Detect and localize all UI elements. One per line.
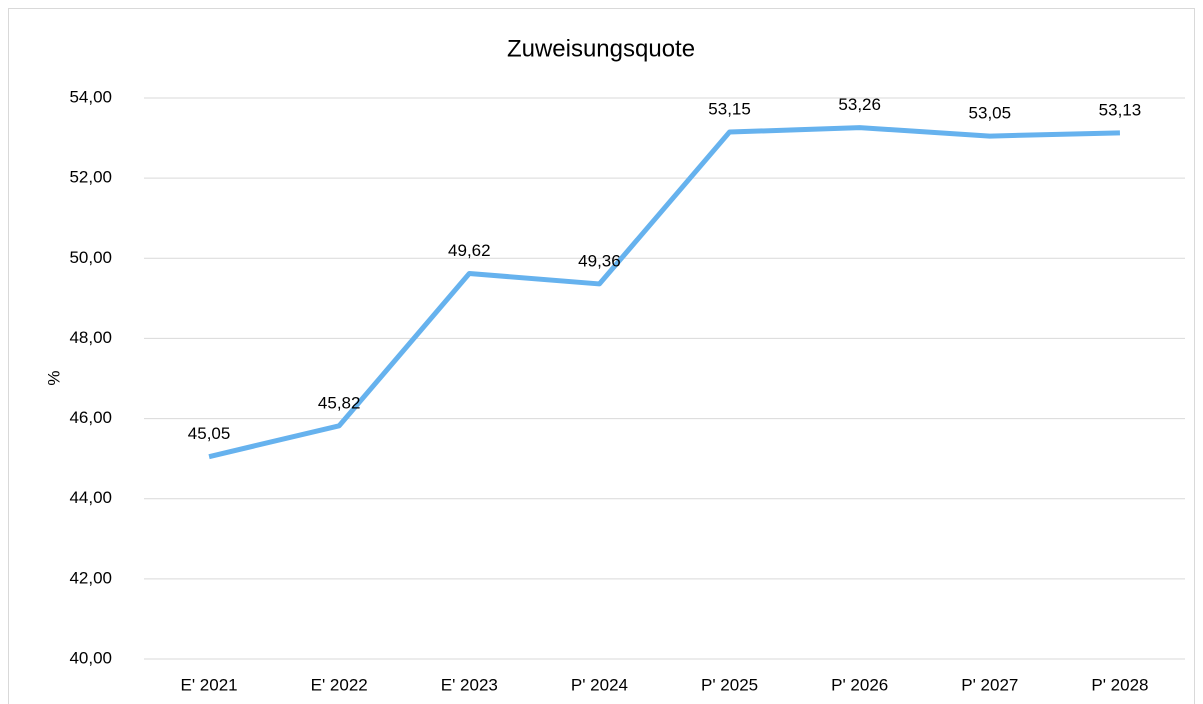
data-label: 45,05 (188, 424, 231, 443)
data-label: 53,15 (708, 100, 751, 119)
x-tick-label: E' 2023 (441, 675, 498, 694)
y-tick-label: 40,00 (69, 648, 112, 667)
data-label: 45,82 (318, 393, 361, 412)
x-tick-label: P' 2024 (571, 675, 628, 694)
data-label: 53,13 (1099, 100, 1142, 119)
x-tick-label: P' 2026 (831, 675, 888, 694)
y-tick-label: 52,00 (69, 168, 112, 187)
line (208, 125, 1121, 460)
y-tick-label: 42,00 (69, 568, 112, 587)
chart-frame (8, 8, 1195, 704)
x-tick-label: P' 2027 (961, 675, 1018, 694)
y-tick-label: 54,00 (69, 87, 112, 106)
y-tick-label: 46,00 (69, 408, 112, 427)
y-tick-label: 48,00 (69, 328, 112, 347)
y-tick-label: 44,00 (69, 488, 112, 507)
x-tick-label: P' 2028 (1091, 675, 1148, 694)
chart-title: Zuweisungsquote (507, 35, 695, 62)
data-label: 53,26 (838, 95, 881, 114)
data-label: 53,05 (969, 104, 1012, 123)
data-label: 49,36 (578, 251, 621, 270)
y-tick-label: 50,00 (69, 248, 112, 267)
x-tick-label: E' 2021 (180, 675, 237, 694)
x-tick-label: P' 2025 (701, 675, 758, 694)
data-label: 49,62 (448, 241, 491, 260)
x-tick-label: E' 2022 (311, 675, 368, 694)
y-axis-label: % (44, 370, 63, 385)
